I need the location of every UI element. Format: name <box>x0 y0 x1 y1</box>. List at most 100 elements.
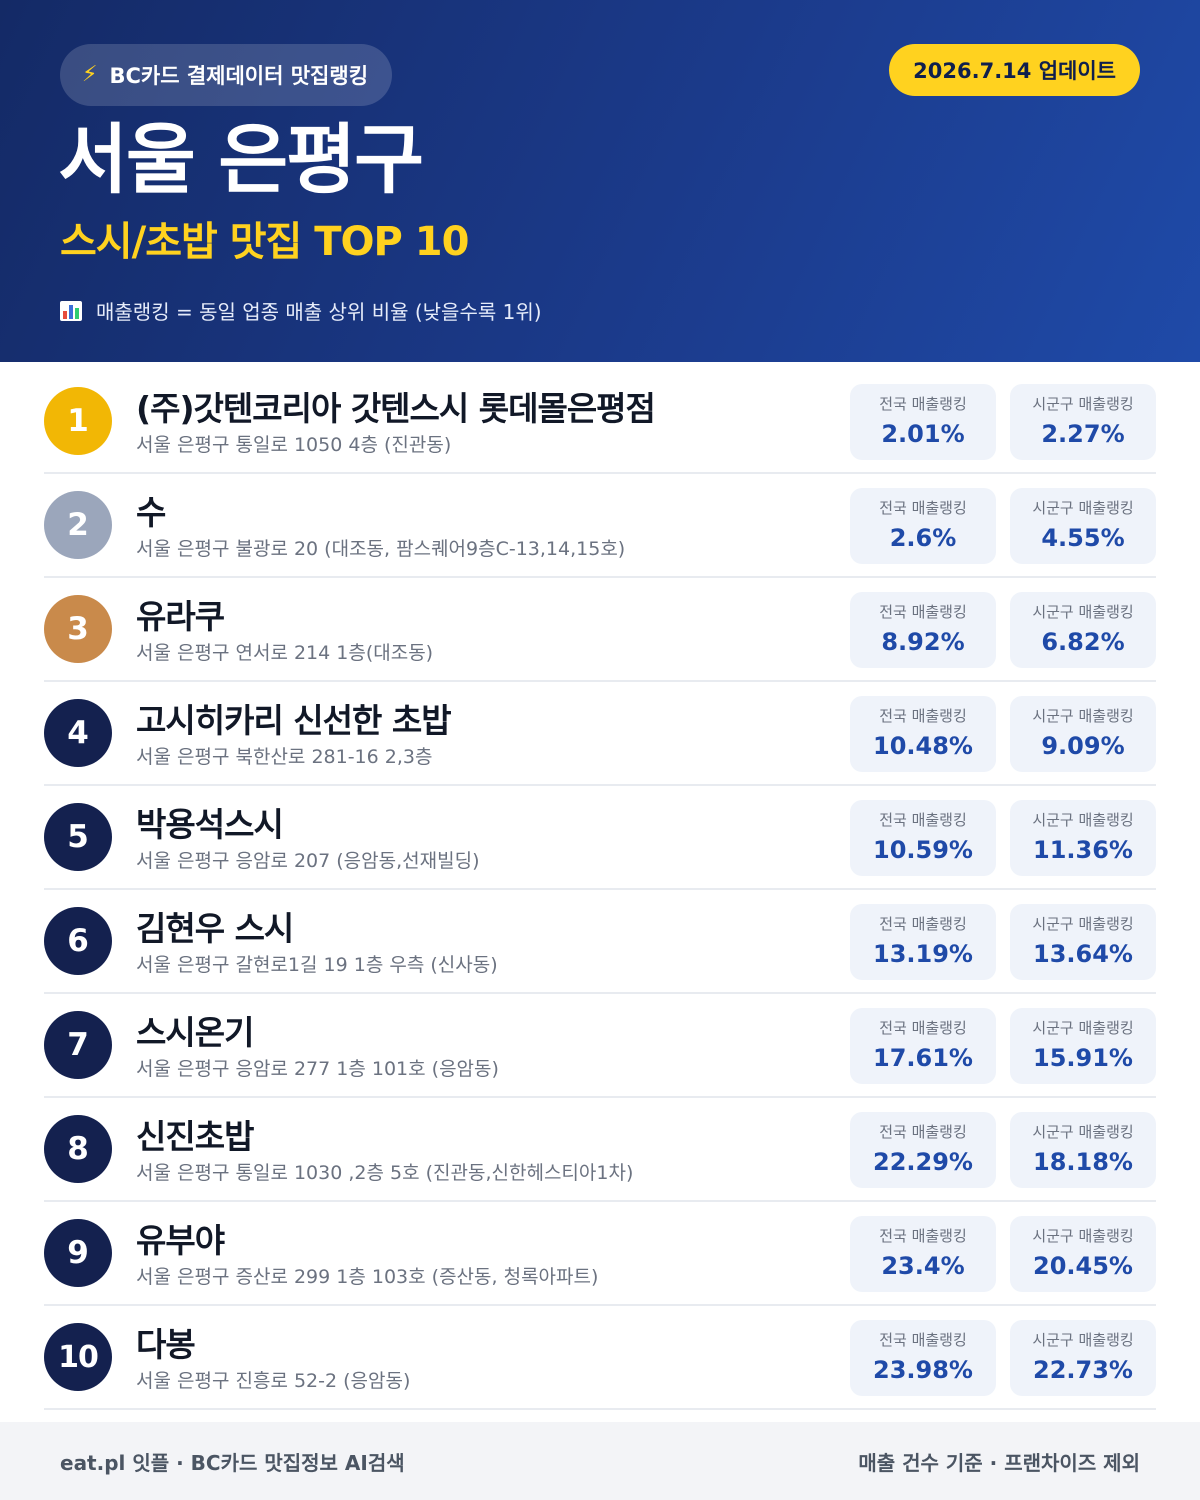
national-ranking-label: 전국 매출랭킹 <box>879 1123 967 1141</box>
district-ranking-label: 시군구 매출랭킹 <box>1032 915 1134 933</box>
restaurant-address: 서울 은평구 응암로 277 1층 101호 (응암동) <box>136 1058 499 1080</box>
district-ranking-value: 9.09% <box>1041 732 1125 760</box>
national-ranking-label: 전국 매출랭킹 <box>879 395 967 413</box>
national-ranking-value: 2.01% <box>881 420 965 448</box>
district-ranking-label: 시군구 매출랭킹 <box>1032 1331 1134 1349</box>
national-ranking-box: 전국 매출랭킹 23.98% <box>850 1320 996 1396</box>
restaurant-name[interactable]: 유부야 <box>136 1221 225 1260</box>
rank-badge: 2 <box>44 491 112 559</box>
national-ranking-label: 전국 매출랭킹 <box>879 707 967 725</box>
source-badge: ⚡ BC카드 결제데이터 맛집랭킹 <box>60 44 393 106</box>
district-ranking-label: 시군구 매출랭킹 <box>1032 707 1134 725</box>
restaurant-row[interactable]: 10 다봉 서울 은평구 진흥로 52-2 (응암동) 전국 매출랭킹 23.9… <box>44 1306 1156 1410</box>
national-ranking-box: 전국 매출랭킹 13.19% <box>850 904 996 980</box>
national-ranking-box: 전국 매출랭킹 22.29% <box>850 1112 996 1188</box>
lightning-bolt-icon: ⚡ <box>82 62 98 87</box>
restaurant-name[interactable]: 유라쿠 <box>136 597 225 636</box>
national-ranking-label: 전국 매출랭킹 <box>879 499 967 517</box>
district-ranking-label: 시군구 매출랭킹 <box>1032 1227 1134 1245</box>
national-ranking-box: 전국 매출랭킹 23.4% <box>850 1216 996 1292</box>
restaurant-address: 서울 은평구 갈현로1길 19 1층 우측 (신사동) <box>136 954 498 976</box>
footer: eat.pl 잇플 · BC카드 맛집정보 AI검색 매출 건수 기준 · 프랜… <box>0 1422 1200 1500</box>
national-ranking-label: 전국 매출랭킹 <box>879 915 967 933</box>
restaurant-row[interactable]: 9 유부야 서울 은평구 증산로 299 1층 103호 (증산동, 청록아파트… <box>44 1202 1156 1306</box>
restaurant-row[interactable]: 6 김현우 스시 서울 은평구 갈현로1길 19 1층 우측 (신사동) 전국 … <box>44 890 1156 994</box>
restaurant-row[interactable]: 5 박용석스시 서울 은평구 응암로 207 (응암동,선재빌딩) 전국 매출랭… <box>44 786 1156 890</box>
district-ranking-label: 시군구 매출랭킹 <box>1032 1019 1134 1037</box>
national-ranking-label: 전국 매출랭킹 <box>879 1331 967 1349</box>
restaurant-row[interactable]: 7 스시온기 서울 은평구 응암로 277 1층 101호 (응암동) 전국 매… <box>44 994 1156 1098</box>
legend-text: 매출랭킹 = 동일 업종 매출 상위 비율 (낮을수록 1위) <box>96 300 542 324</box>
rank-badge: 10 <box>44 1323 112 1391</box>
rank-badge: 8 <box>44 1115 112 1183</box>
restaurant-address: 서울 은평구 통일로 1050 4층 (진관동) <box>136 434 452 456</box>
restaurant-row[interactable]: 2 수 서울 은평구 불광로 20 (대조동, 팜스퀘어9층C-13,14,15… <box>44 474 1156 578</box>
restaurant-name[interactable]: 스시온기 <box>136 1013 254 1052</box>
restaurant-address: 서울 은평구 통일로 1030 ,2층 5호 (진관동,신한헤스티아1차) <box>136 1162 634 1184</box>
national-ranking-box: 전국 매출랭킹 10.59% <box>850 800 996 876</box>
rank-badge: 5 <box>44 803 112 871</box>
district-ranking-value: 15.91% <box>1033 1044 1133 1072</box>
rank-badge: 4 <box>44 699 112 767</box>
restaurant-name[interactable]: 다봉 <box>136 1325 196 1364</box>
rank-badge: 1 <box>44 387 112 455</box>
district-ranking-value: 20.45% <box>1033 1252 1133 1280</box>
restaurant-row[interactable]: 4 고시히카리 신선한 초밥 서울 은평구 북한산로 281-16 2,3층 전… <box>44 682 1156 786</box>
restaurant-name[interactable]: 김현우 스시 <box>136 909 294 948</box>
source-label: BC카드 결제데이터 맛집랭킹 <box>109 64 369 88</box>
national-ranking-box: 전국 매출랭킹 2.6% <box>850 488 996 564</box>
footer-criteria: 매출 건수 기준 · 프랜차이즈 제외 <box>858 1450 1140 1475</box>
restaurant-address: 서울 은평구 불광로 20 (대조동, 팜스퀘어9층C-13,14,15호) <box>136 538 626 560</box>
district-ranking-value: 18.18% <box>1033 1148 1133 1176</box>
restaurant-name[interactable]: 고시히카리 신선한 초밥 <box>136 701 452 740</box>
district-ranking-value: 13.64% <box>1033 940 1133 968</box>
restaurant-address: 서울 은평구 증산로 299 1층 103호 (증산동, 청록아파트) <box>136 1266 599 1288</box>
district-ranking-value: 11.36% <box>1033 836 1133 864</box>
district-ranking-box: 시군구 매출랭킹 22.73% <box>1010 1320 1156 1396</box>
national-ranking-box: 전국 매출랭킹 17.61% <box>850 1008 996 1084</box>
restaurant-row[interactable]: 8 신진초밥 서울 은평구 통일로 1030 ,2층 5호 (진관동,신한헤스티… <box>44 1098 1156 1202</box>
district-ranking-box: 시군구 매출랭킹 2.27% <box>1010 384 1156 460</box>
national-ranking-value: 2.6% <box>889 524 957 552</box>
district-ranking-label: 시군구 매출랭킹 <box>1032 811 1134 829</box>
restaurant-name[interactable]: 수 <box>136 493 166 532</box>
district-ranking-value: 22.73% <box>1033 1356 1133 1384</box>
national-ranking-label: 전국 매출랭킹 <box>879 603 967 621</box>
national-ranking-label: 전국 매출랭킹 <box>879 811 967 829</box>
district-ranking-value: 2.27% <box>1041 420 1125 448</box>
national-ranking-box: 전국 매출랭킹 10.48% <box>850 696 996 772</box>
footer-source: eat.pl 잇플 · BC카드 맛집정보 AI검색 <box>60 1450 405 1475</box>
restaurant-address: 서울 은평구 북한산로 281-16 2,3층 <box>136 746 433 768</box>
district-ranking-box: 시군구 매출랭킹 13.64% <box>1010 904 1156 980</box>
ranking-list: 1 (주)갓텐코리아 갓텐스시 롯데몰은평점 서울 은평구 통일로 1050 4… <box>44 370 1156 1410</box>
district-ranking-box: 시군구 매출랭킹 6.82% <box>1010 592 1156 668</box>
district-ranking-box: 시군구 매출랭킹 18.18% <box>1010 1112 1156 1188</box>
district-ranking-box: 시군구 매출랭킹 9.09% <box>1010 696 1156 772</box>
rank-badge: 7 <box>44 1011 112 1079</box>
restaurant-address: 서울 은평구 응암로 207 (응암동,선재빌딩) <box>136 850 480 872</box>
restaurant-name[interactable]: 박용석스시 <box>136 805 284 844</box>
district-ranking-label: 시군구 매출랭킹 <box>1032 395 1134 413</box>
restaurant-row[interactable]: 3 유라쿠 서울 은평구 연서로 214 1층(대조동) 전국 매출랭킹 8.9… <box>44 578 1156 682</box>
update-label: 2026.7.14 업데이트 <box>913 59 1116 83</box>
district-ranking-box: 시군구 매출랭킹 11.36% <box>1010 800 1156 876</box>
national-ranking-value: 10.48% <box>873 732 973 760</box>
restaurant-address: 서울 은평구 진흥로 52-2 (응암동) <box>136 1370 411 1392</box>
bar-chart-icon <box>60 300 82 321</box>
national-ranking-label: 전국 매출랭킹 <box>879 1019 967 1037</box>
restaurant-row[interactable]: 1 (주)갓텐코리아 갓텐스시 롯데몰은평점 서울 은평구 통일로 1050 4… <box>44 370 1156 474</box>
district-ranking-box: 시군구 매출랭킹 4.55% <box>1010 488 1156 564</box>
restaurant-name[interactable]: 신진초밥 <box>136 1117 254 1156</box>
national-ranking-box: 전국 매출랭킹 2.01% <box>850 384 996 460</box>
restaurant-address: 서울 은평구 연서로 214 1층(대조동) <box>136 642 434 664</box>
national-ranking-value: 22.29% <box>873 1148 973 1176</box>
district-ranking-value: 4.55% <box>1041 524 1125 552</box>
restaurant-name[interactable]: (주)갓텐코리아 갓텐스시 롯데몰은평점 <box>136 389 656 428</box>
national-ranking-value: 8.92% <box>881 628 965 656</box>
rank-badge: 6 <box>44 907 112 975</box>
national-ranking-value: 10.59% <box>873 836 973 864</box>
national-ranking-label: 전국 매출랭킹 <box>879 1227 967 1245</box>
national-ranking-value: 23.98% <box>873 1356 973 1384</box>
district-ranking-value: 6.82% <box>1041 628 1125 656</box>
national-ranking-value: 13.19% <box>873 940 973 968</box>
